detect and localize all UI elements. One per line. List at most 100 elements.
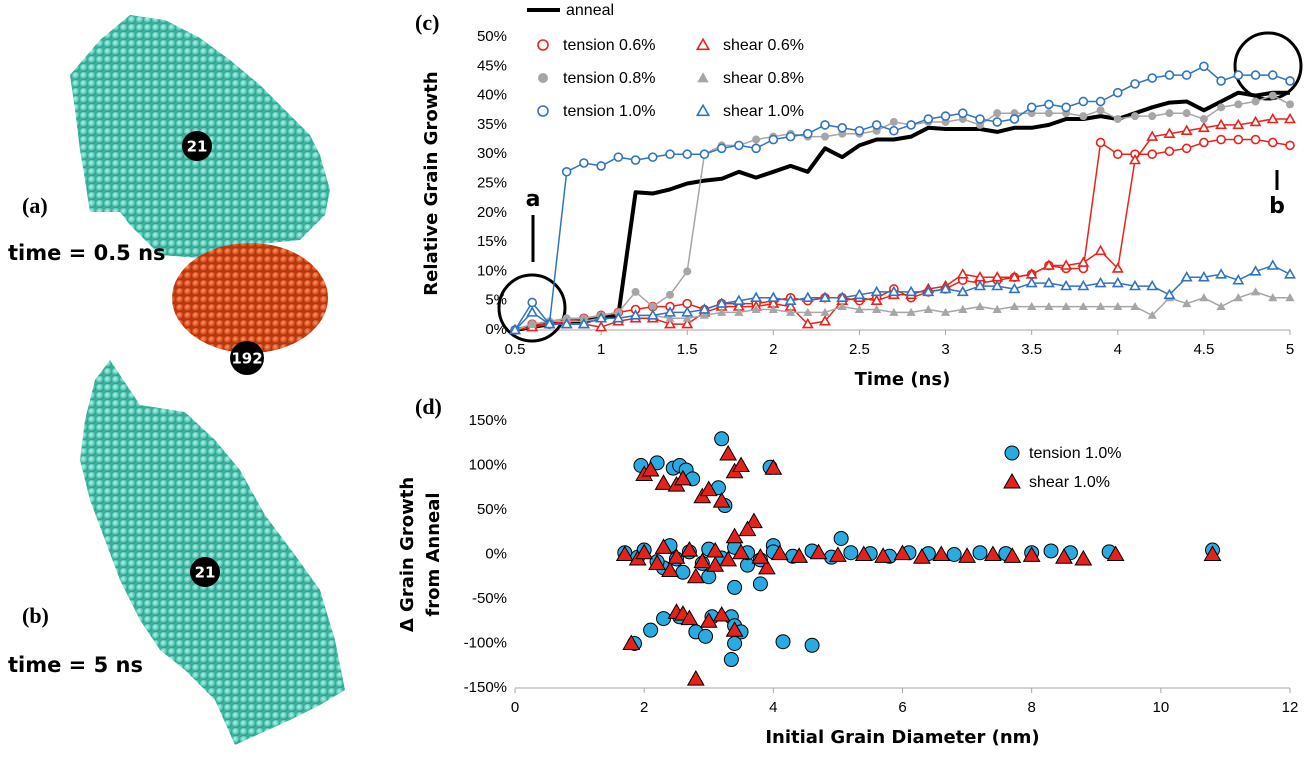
marker [654, 538, 673, 554]
marker [854, 304, 865, 313]
marker [1165, 109, 1174, 118]
marker [1042, 276, 1055, 288]
marker [1267, 137, 1278, 148]
grain-marker [230, 341, 264, 375]
marker [683, 267, 692, 276]
marker [1129, 279, 1141, 291]
marker [1216, 76, 1226, 86]
marker [1197, 271, 1210, 282]
marker [1129, 153, 1141, 165]
x-tick-label: 3.5 [1021, 341, 1042, 358]
legend-label: shear 1.0% [723, 103, 804, 120]
marker [974, 271, 986, 282]
marker [1008, 282, 1021, 294]
marker [1096, 106, 1105, 115]
annotation-circle [497, 273, 567, 343]
marker [974, 279, 986, 291]
marker [871, 120, 882, 130]
marker [1055, 548, 1073, 564]
series-line [514, 94, 1291, 331]
marker [641, 460, 660, 477]
marker [1130, 301, 1140, 311]
marker [1131, 112, 1139, 121]
marker [745, 512, 763, 529]
grain-21-image [80, 360, 345, 745]
marker [667, 548, 686, 564]
marker [984, 545, 1002, 562]
marker [1203, 545, 1222, 562]
marker [1249, 265, 1262, 276]
marker [1197, 121, 1210, 133]
marker [681, 317, 694, 329]
marker [725, 527, 744, 544]
marker [1147, 73, 1158, 83]
marker [752, 576, 768, 592]
x-tick-label: 5 [1286, 341, 1294, 358]
marker [1233, 134, 1244, 145]
marker [1111, 262, 1124, 273]
marker [1079, 112, 1088, 121]
marker [785, 131, 796, 142]
marker [615, 545, 634, 562]
y-tick-label: 15% [477, 233, 507, 250]
marker [889, 125, 899, 136]
legend-swatch [695, 37, 711, 51]
marker [803, 307, 813, 316]
legend-label: shear 0.8% [723, 70, 804, 87]
marker [1060, 259, 1073, 270]
marker [1094, 276, 1107, 288]
x-axis-title: Initial Grain Diameter (nm) [765, 727, 1039, 748]
marker [972, 545, 988, 561]
marker [993, 109, 1002, 118]
marker [1251, 97, 1260, 106]
marker [666, 290, 674, 299]
marker [1233, 70, 1244, 80]
legend-swatch [1003, 472, 1021, 489]
marker [1009, 114, 1020, 124]
annotation: b [1269, 194, 1285, 219]
marker [1199, 115, 1208, 124]
marker [1266, 259, 1279, 270]
marker [820, 120, 830, 130]
series-line [514, 65, 1291, 331]
legend-swatch [697, 72, 709, 83]
marker [699, 310, 710, 319]
marker [1284, 268, 1296, 279]
y-tick-label: 20% [477, 204, 507, 221]
y-tick-label: 10% [477, 262, 507, 279]
marker [1232, 118, 1245, 130]
marker [1061, 301, 1071, 311]
legend-label: tension 0.6% [563, 37, 656, 54]
series-line [514, 264, 1291, 331]
marker [1147, 149, 1158, 159]
legend-label: anneal [566, 2, 614, 19]
x-tick-label: 4 [769, 699, 777, 716]
marker [686, 567, 705, 584]
marker [740, 557, 755, 573]
marker [1095, 137, 1106, 148]
y-tick-label: 40% [477, 87, 507, 104]
marker [527, 297, 538, 308]
marker [631, 287, 640, 296]
grain-192-image [172, 243, 328, 353]
x-tick-label: 1.5 [677, 341, 698, 358]
y-tick-label: -100% [464, 634, 507, 651]
x-tick-label: 8 [1027, 699, 1035, 716]
marker [819, 314, 831, 326]
grain-label: 21 [187, 138, 208, 156]
marker [647, 152, 658, 162]
marker [719, 550, 738, 567]
x-tick-label: 0.5 [505, 341, 526, 358]
marker [732, 294, 745, 305]
marker [1146, 130, 1159, 141]
marker [1044, 301, 1054, 311]
x-tick-label: 3 [941, 341, 949, 358]
y-tick-label: 30% [477, 145, 507, 162]
marker [1106, 545, 1125, 562]
marker [1094, 244, 1107, 256]
legend-label: tension 1.0% [1029, 445, 1122, 462]
marker [527, 319, 537, 328]
marker [612, 312, 625, 323]
marker [509, 323, 521, 335]
